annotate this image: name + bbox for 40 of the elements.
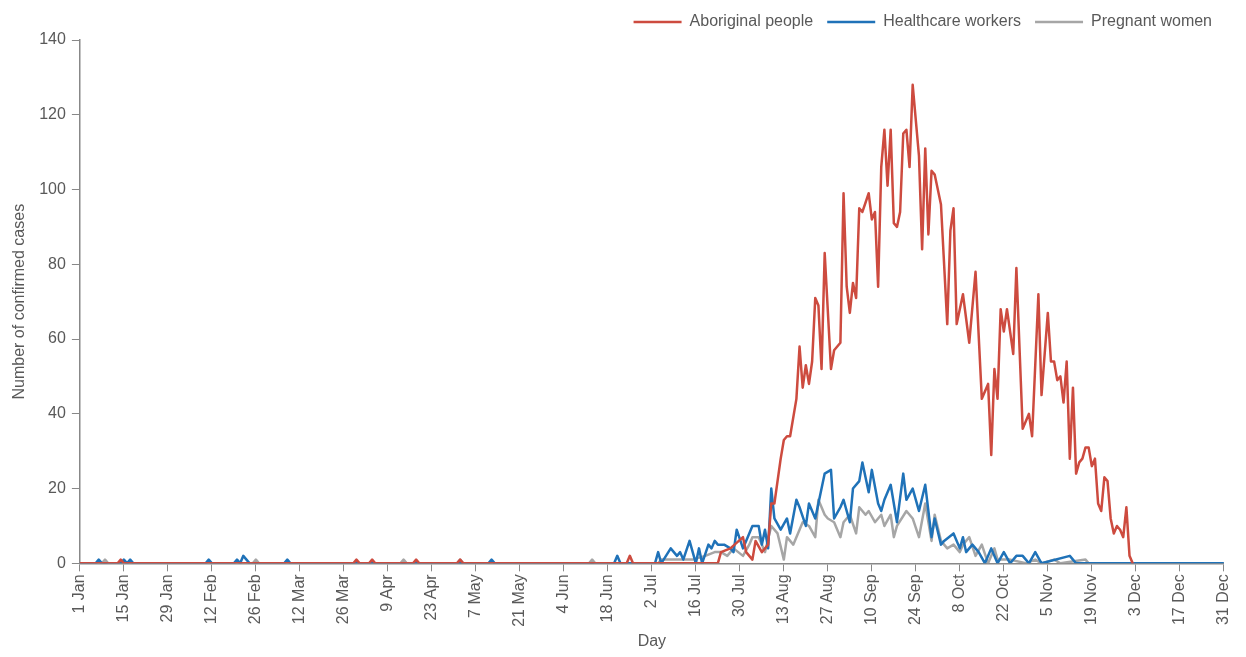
x-tick-label: 26 Mar <box>334 573 352 625</box>
x-tick-label: 27 Aug <box>818 574 836 625</box>
x-tick-label: 1 Jan <box>70 574 88 614</box>
y-tick-label: 20 <box>48 478 66 496</box>
x-tick-label: 18 Jun <box>598 574 616 623</box>
x-tick-label: 2 Jul <box>642 574 660 609</box>
y-tick-label: 0 <box>56 553 66 571</box>
x-tick-label: 12 Mar <box>290 573 308 625</box>
x-tick-label: 13 Aug <box>774 574 792 625</box>
x-tick-label: 12 Feb <box>202 574 220 625</box>
x-tick-label: 16 Jul <box>686 574 704 618</box>
x-tick-label: 24 Sep <box>906 574 924 626</box>
y-tick-label: 80 <box>48 254 66 272</box>
x-tick-label: 19 Nov <box>1082 574 1100 626</box>
x-tick-label: 4 Jun <box>554 574 572 614</box>
x-tick-label: 21 May <box>510 574 528 627</box>
x-tick-label: 7 May <box>466 574 484 618</box>
y-tick-label: 120 <box>39 105 66 123</box>
x-tick-label: 9 Apr <box>378 573 396 612</box>
x-tick-label: 26 Feb <box>246 574 264 625</box>
legend-label: Pregnant women <box>1091 12 1213 30</box>
x-tick-label: 29 Jan <box>158 574 176 623</box>
legend-label: Healthcare workers <box>883 12 1022 30</box>
x-tick-label: 22 Oct <box>994 573 1012 622</box>
y-tick-label: 140 <box>39 30 66 48</box>
x-tick-label: 15 Jan <box>114 574 132 623</box>
x-tick-label: 10 Sep <box>862 574 880 626</box>
x-tick-label: 31 Dec <box>1214 574 1232 626</box>
x-tick-label: 23 Apr <box>422 573 440 621</box>
y-tick-label: 40 <box>48 404 66 422</box>
x-tick-label: 30 Jul <box>730 574 748 618</box>
x-axis-title: Day <box>637 631 667 649</box>
y-tick-label: 60 <box>48 329 66 347</box>
y-tick-label: 100 <box>39 179 66 197</box>
y-axis-title: Number of confirmed cases <box>10 203 28 400</box>
x-tick-label: 3 Dec <box>1126 574 1144 617</box>
x-tick-label: 8 Oct <box>950 573 968 613</box>
x-tick-label: 5 Nov <box>1038 574 1056 617</box>
x-tick-label: 17 Dec <box>1170 574 1188 626</box>
legend-label: Aboriginal people <box>689 12 814 30</box>
